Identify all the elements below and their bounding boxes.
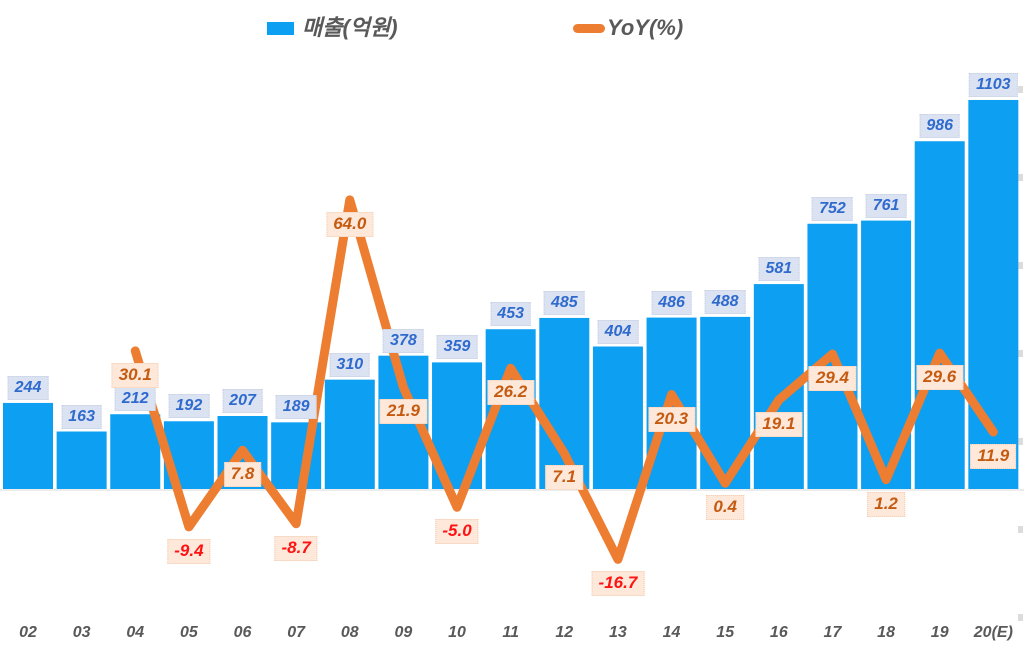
yoy-label-17: 29.4 bbox=[808, 366, 856, 392]
yoy-label-10: -5.0 bbox=[435, 519, 479, 545]
yoy-label-06: 7.8 bbox=[223, 462, 262, 488]
revenue-label-18: 761 bbox=[865, 193, 907, 218]
yoy-label-15: 0.4 bbox=[706, 495, 745, 521]
yoy-label-16: 19.1 bbox=[755, 411, 803, 437]
x-axis-label-17: 17 bbox=[823, 624, 842, 641]
x-axis-label-06: 06 bbox=[233, 624, 252, 641]
legend-yoy-label: YoY(%) bbox=[607, 15, 684, 40]
yoy-label-14: 20.3 bbox=[648, 406, 696, 432]
x-axis-label-10: 10 bbox=[448, 624, 466, 641]
x-axis-label-04: 04 bbox=[126, 624, 145, 641]
legend-item-yoy: YoY(%) bbox=[573, 12, 683, 44]
revenue-bar-03 bbox=[56, 431, 107, 489]
x-axis-label-05: 05 bbox=[179, 624, 198, 641]
revenue-label-05: 192 bbox=[168, 394, 210, 419]
x-axis-label-12: 12 bbox=[555, 624, 574, 641]
legend-item-revenue: 매출(억원) bbox=[267, 12, 398, 44]
yoy-label-19: 29.6 bbox=[916, 365, 964, 391]
yoy-label-20(E): 11.9 bbox=[970, 443, 1017, 469]
revenue-label-07: 189 bbox=[275, 395, 317, 420]
yoy-label-08: 64.0 bbox=[326, 211, 374, 237]
yoy-line bbox=[130, 195, 998, 564]
x-axis-label-13: 13 bbox=[609, 624, 627, 641]
revenue-bar-08 bbox=[324, 379, 375, 489]
revenue-label-19: 986 bbox=[919, 114, 961, 139]
x-axis-label-09: 09 bbox=[394, 624, 413, 641]
revenue-label-12: 485 bbox=[543, 290, 585, 315]
right-axis-tick-fragment bbox=[1018, 174, 1023, 181]
revenue-label-14: 486 bbox=[651, 290, 692, 315]
revenue-label-15: 488 bbox=[704, 289, 746, 314]
yoy-label-05: -9.4 bbox=[167, 538, 211, 564]
right-axis-tick-fragment bbox=[1018, 86, 1023, 93]
yoy-line-swatch-icon bbox=[573, 23, 605, 33]
yoy-label-12: 7.1 bbox=[545, 465, 584, 491]
x-axis-label-07: 07 bbox=[287, 624, 306, 641]
revenue-label-13: 404 bbox=[597, 319, 639, 344]
revenue-label-17: 752 bbox=[812, 196, 853, 221]
x-axis-label-15: 15 bbox=[716, 624, 735, 641]
revenue-bar-19 bbox=[914, 141, 965, 489]
yoy-label-07: -8.7 bbox=[274, 535, 318, 561]
legend-revenue-label: 매출(억원) bbox=[302, 15, 398, 40]
revenue-bar-13 bbox=[592, 346, 643, 489]
revenue-label-09: 378 bbox=[383, 328, 424, 353]
revenue-label-04: 212 bbox=[114, 387, 156, 412]
yoy-label-13: -16.7 bbox=[591, 571, 645, 597]
revenue-bar-02 bbox=[3, 402, 53, 489]
revenue-label-02: 244 bbox=[7, 375, 49, 400]
yoy-label-18: 1.2 bbox=[867, 491, 905, 517]
x-axis-label-08: 08 bbox=[340, 624, 359, 641]
revenue-label-08: 310 bbox=[329, 352, 371, 377]
x-axis-label-03: 03 bbox=[72, 624, 91, 641]
x-axis-label-14: 14 bbox=[662, 624, 681, 641]
right-axis-tick-fragment bbox=[1018, 350, 1023, 357]
right-axis-tick-fragment bbox=[1018, 526, 1023, 533]
revenue-bar-swatch-icon bbox=[267, 21, 294, 35]
right-axis-tick-fragment bbox=[1018, 262, 1023, 269]
revenue-label-03: 163 bbox=[61, 404, 102, 429]
revenue-bar-12 bbox=[539, 317, 590, 489]
x-axis-label-19: 19 bbox=[930, 624, 949, 641]
x-axis-label-02: 02 bbox=[19, 624, 37, 641]
revenue-label-06: 207 bbox=[222, 388, 263, 413]
yoy-label-04: 30.1 bbox=[111, 362, 159, 388]
x-axis-label-20(E): 20(E) bbox=[973, 624, 1013, 641]
right-axis-tick-fragment bbox=[1018, 614, 1023, 621]
right-axis-tick-fragment bbox=[1018, 438, 1023, 445]
yoy-label-11: 26.2 bbox=[487, 380, 535, 406]
revenue-label-20(E): 1103 bbox=[969, 72, 1018, 97]
x-axis-label-11: 11 bbox=[502, 624, 519, 641]
revenue-bar-04 bbox=[110, 414, 161, 489]
revenue-label-10: 359 bbox=[436, 335, 478, 360]
revenue-label-11: 453 bbox=[490, 302, 532, 327]
x-axis-label-16: 16 bbox=[769, 624, 788, 641]
x-axis-label-18: 18 bbox=[877, 624, 895, 641]
chart-legend: 매출(억원) YoY(%) bbox=[0, 12, 1024, 48]
yoy-label-09: 21.9 bbox=[379, 399, 427, 425]
revenue-label-16: 581 bbox=[758, 257, 800, 282]
